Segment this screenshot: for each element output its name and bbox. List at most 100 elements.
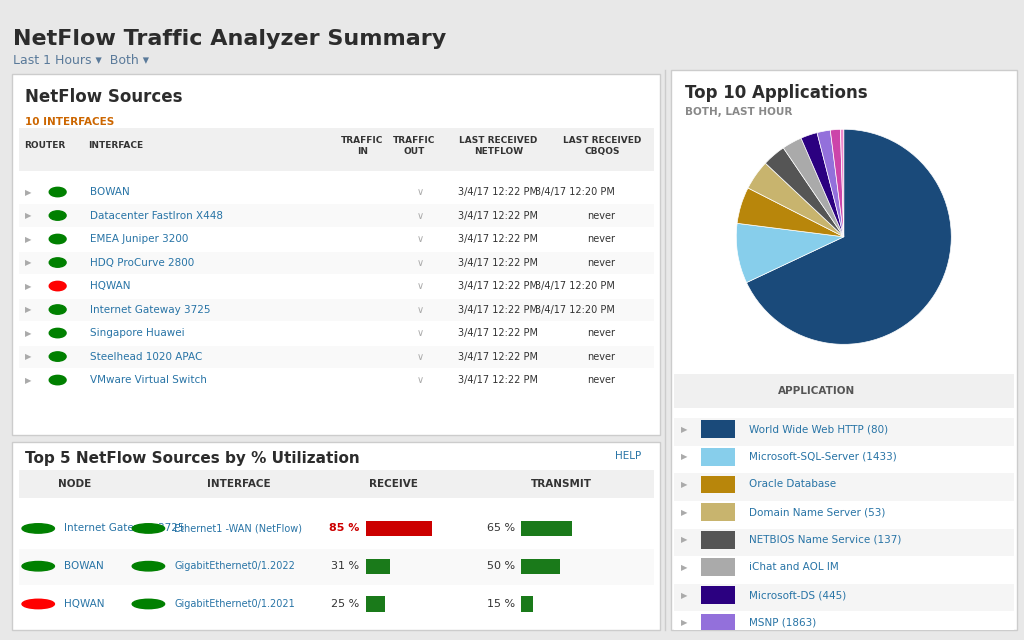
Wedge shape bbox=[830, 129, 844, 237]
Text: ▶: ▶ bbox=[26, 328, 32, 337]
Text: APPLICATION: APPLICATION bbox=[778, 386, 855, 396]
Text: 50 %: 50 % bbox=[486, 561, 515, 572]
Text: never: never bbox=[587, 234, 615, 244]
Circle shape bbox=[49, 234, 67, 244]
Circle shape bbox=[132, 524, 165, 533]
FancyBboxPatch shape bbox=[674, 418, 1014, 445]
Text: ▶: ▶ bbox=[26, 258, 32, 267]
Text: never: never bbox=[587, 328, 615, 338]
Text: Oracle Database: Oracle Database bbox=[749, 479, 836, 490]
Circle shape bbox=[49, 352, 67, 361]
Text: ∨: ∨ bbox=[417, 234, 424, 244]
Text: TRAFFIC
IN: TRAFFIC IN bbox=[341, 136, 384, 156]
FancyBboxPatch shape bbox=[18, 346, 654, 368]
Text: Singapore Huawei: Singapore Huawei bbox=[90, 328, 184, 338]
Circle shape bbox=[22, 524, 54, 533]
Wedge shape bbox=[841, 129, 844, 237]
Text: never: never bbox=[587, 257, 615, 268]
Text: BOTH, LAST HOUR: BOTH, LAST HOUR bbox=[685, 107, 792, 116]
Wedge shape bbox=[801, 132, 844, 237]
Text: ▶: ▶ bbox=[681, 563, 687, 572]
FancyBboxPatch shape bbox=[674, 611, 1014, 639]
FancyBboxPatch shape bbox=[18, 275, 654, 298]
Text: ▶: ▶ bbox=[26, 305, 32, 314]
FancyBboxPatch shape bbox=[674, 445, 1014, 473]
FancyBboxPatch shape bbox=[366, 596, 385, 612]
Text: VMware Virtual Switch: VMware Virtual Switch bbox=[90, 375, 207, 385]
FancyBboxPatch shape bbox=[701, 559, 735, 577]
Wedge shape bbox=[737, 188, 844, 237]
Text: NETBIOS Name Service (137): NETBIOS Name Service (137) bbox=[749, 535, 901, 545]
Wedge shape bbox=[817, 130, 844, 237]
Circle shape bbox=[22, 599, 54, 609]
FancyBboxPatch shape bbox=[18, 298, 654, 321]
Wedge shape bbox=[748, 163, 844, 237]
FancyBboxPatch shape bbox=[701, 476, 735, 493]
Circle shape bbox=[49, 211, 67, 220]
Text: 3/4/17 12:20 PM: 3/4/17 12:20 PM bbox=[536, 281, 615, 291]
FancyBboxPatch shape bbox=[18, 587, 654, 623]
Circle shape bbox=[49, 258, 67, 268]
Text: ∨: ∨ bbox=[417, 375, 424, 385]
FancyBboxPatch shape bbox=[366, 521, 432, 536]
Circle shape bbox=[49, 188, 67, 196]
Text: Internet Gateway 3725: Internet Gateway 3725 bbox=[65, 524, 184, 534]
FancyBboxPatch shape bbox=[674, 501, 1014, 529]
Text: 3/4/17 12:20 PM: 3/4/17 12:20 PM bbox=[536, 187, 615, 197]
FancyBboxPatch shape bbox=[18, 322, 654, 345]
Text: ▶: ▶ bbox=[681, 480, 687, 489]
Text: 10 INTERFACES: 10 INTERFACES bbox=[26, 117, 115, 127]
Circle shape bbox=[132, 599, 165, 609]
Text: ▶: ▶ bbox=[681, 508, 687, 516]
FancyBboxPatch shape bbox=[674, 529, 1014, 556]
Text: ▶: ▶ bbox=[681, 535, 687, 544]
Text: never: never bbox=[587, 351, 615, 362]
Text: 3/4/17 12:22 PM: 3/4/17 12:22 PM bbox=[459, 234, 539, 244]
Text: ∨: ∨ bbox=[417, 328, 424, 338]
Text: ∨: ∨ bbox=[417, 187, 424, 197]
Text: ▶: ▶ bbox=[26, 188, 32, 196]
Text: TRAFFIC
OUT: TRAFFIC OUT bbox=[393, 136, 435, 156]
Text: ▶: ▶ bbox=[681, 452, 687, 461]
FancyBboxPatch shape bbox=[18, 181, 654, 204]
FancyBboxPatch shape bbox=[12, 442, 660, 630]
FancyBboxPatch shape bbox=[521, 559, 560, 573]
Circle shape bbox=[49, 328, 67, 338]
Text: ▶: ▶ bbox=[26, 211, 32, 220]
Text: never: never bbox=[587, 211, 615, 221]
Wedge shape bbox=[765, 148, 844, 237]
FancyBboxPatch shape bbox=[674, 556, 1014, 584]
Text: ∨: ∨ bbox=[417, 257, 424, 268]
FancyBboxPatch shape bbox=[18, 549, 654, 585]
Text: ∨: ∨ bbox=[417, 305, 424, 314]
Text: ∨: ∨ bbox=[417, 281, 424, 291]
Text: Top 10 Applications: Top 10 Applications bbox=[685, 84, 867, 102]
FancyBboxPatch shape bbox=[366, 559, 390, 573]
Text: ∨: ∨ bbox=[417, 211, 424, 221]
Text: 3/4/17 12:22 PM: 3/4/17 12:22 PM bbox=[459, 375, 539, 385]
Text: EMEA Juniper 3200: EMEA Juniper 3200 bbox=[90, 234, 188, 244]
FancyBboxPatch shape bbox=[18, 228, 654, 251]
Text: ▶: ▶ bbox=[681, 591, 687, 600]
Circle shape bbox=[49, 375, 67, 385]
FancyBboxPatch shape bbox=[18, 252, 654, 275]
Text: Last 1 Hours ▾  Both ▾: Last 1 Hours ▾ Both ▾ bbox=[13, 54, 150, 67]
Text: ▶: ▶ bbox=[681, 618, 687, 627]
Circle shape bbox=[132, 561, 165, 571]
FancyBboxPatch shape bbox=[701, 586, 735, 604]
Text: INTERFACE: INTERFACE bbox=[88, 141, 143, 150]
Text: Microsoft-SQL-Server (1433): Microsoft-SQL-Server (1433) bbox=[749, 452, 896, 462]
Text: 3/4/17 12:22 PM: 3/4/17 12:22 PM bbox=[459, 257, 539, 268]
Circle shape bbox=[49, 305, 67, 314]
Text: ▶: ▶ bbox=[26, 376, 32, 385]
Text: Datacenter FastIron X448: Datacenter FastIron X448 bbox=[90, 211, 223, 221]
Text: 3/4/17 12:22 PM: 3/4/17 12:22 PM bbox=[459, 305, 539, 314]
Text: 3/4/17 12:22 PM: 3/4/17 12:22 PM bbox=[459, 351, 539, 362]
FancyBboxPatch shape bbox=[521, 596, 532, 612]
Text: 3/4/17 12:22 PM: 3/4/17 12:22 PM bbox=[459, 281, 539, 291]
Text: HQWAN: HQWAN bbox=[90, 281, 131, 291]
Text: MSNP (1863): MSNP (1863) bbox=[749, 618, 816, 628]
FancyBboxPatch shape bbox=[671, 70, 1017, 630]
Text: NetFlow Sources: NetFlow Sources bbox=[26, 88, 182, 106]
Text: INTERFACE: INTERFACE bbox=[207, 479, 270, 489]
